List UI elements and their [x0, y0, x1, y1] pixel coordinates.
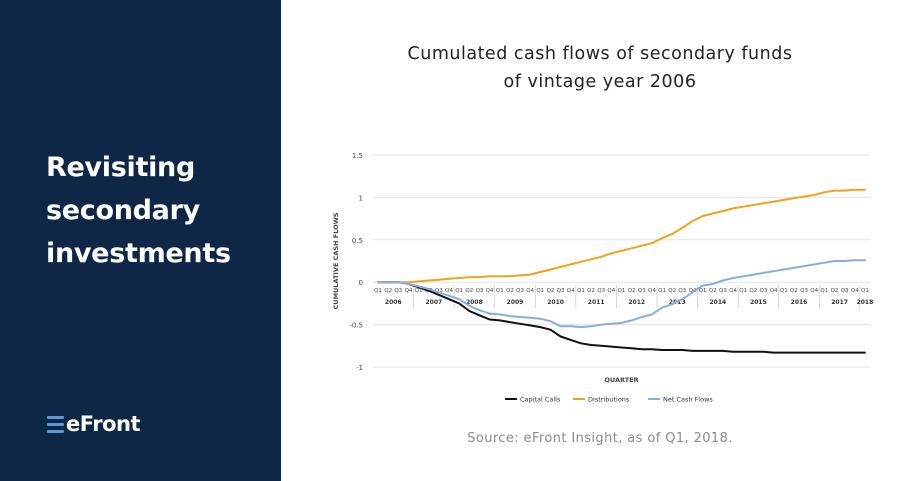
x-tick-label: Q3 [557, 288, 565, 294]
efront-logo-icon [47, 415, 64, 433]
x-year-label: 2016 [791, 299, 808, 306]
legend-label: Capital Calls [520, 396, 561, 404]
x-tick-label: Q1 [455, 288, 463, 294]
x-tick-label: Q1 [577, 288, 585, 294]
x-tick-label: Q1 [739, 288, 747, 294]
x-tick-label: Q3 [841, 288, 849, 294]
chart-title-line: Cumulated cash flows of secondary funds [407, 44, 793, 64]
x-year-label: 2009 [507, 299, 524, 306]
x-year-label: 2010 [547, 299, 564, 306]
x-tick-label: Q4 [648, 288, 656, 294]
x-tick-label: Q1 [780, 288, 788, 294]
x-tick-label: Q2 [668, 288, 676, 294]
x-tick-label: Q4 [729, 288, 737, 294]
x-tick-label: Q1 [658, 288, 666, 294]
x-tick-label: Q4 [486, 288, 494, 294]
x-year-label: 2017 [831, 299, 848, 306]
x-tick-label: Q1 [415, 288, 423, 294]
x-tick-label: Q4 [567, 288, 575, 294]
series-line [377, 259, 866, 329]
x-tick-label: Q2 [790, 288, 798, 294]
x-tick-label: Q4 [526, 288, 534, 294]
x-axis-title: QUARTER [604, 376, 638, 384]
x-tick-label: Q4 [405, 288, 413, 294]
x-tick-label: Q3 [760, 288, 768, 294]
chart-title: Cumulated cash flows of secondary funds … [290, 40, 910, 96]
x-year-label: 2015 [750, 299, 767, 306]
x-year-label: 2018 [857, 299, 874, 306]
x-tick-label: Q2 [465, 288, 473, 294]
x-tick-label: Q1 [820, 288, 828, 294]
x-year-label: 2014 [710, 299, 727, 306]
x-tick-label: Q3 [435, 288, 443, 294]
y-tick-label: 1.5 [352, 152, 363, 160]
y-tick-label: 0.5 [352, 237, 363, 245]
headline-line: secondary [46, 195, 200, 226]
x-tick-label: Q3 [678, 288, 686, 294]
x-tick-label: Q4 [445, 288, 453, 294]
x-tick-label: Q3 [638, 288, 646, 294]
legend-label: Net Cash Flows [663, 396, 713, 404]
x-tick-label: Q2 [749, 288, 757, 294]
x-tick-label: Q3 [394, 288, 402, 294]
y-tick-label: 0 [359, 279, 363, 287]
chart-title-line: of vintage year 2006 [503, 72, 697, 92]
x-tick-label: Q1 [699, 288, 707, 294]
y-tick-label: 1 [359, 194, 363, 202]
x-year-label: 2007 [426, 299, 443, 306]
x-tick-label: Q3 [516, 288, 524, 294]
series-line [377, 281, 866, 354]
headline-line: Revisiting [46, 152, 195, 183]
x-tick-label: Q1 [374, 288, 382, 294]
x-tick-label: Q2 [831, 288, 839, 294]
y-axis-title: CUMULATIVE CASH FLOWS [332, 212, 340, 309]
x-tick-label: Q3 [597, 288, 605, 294]
x-tick-label: Q2 [384, 288, 392, 294]
x-year-label: 2008 [466, 299, 483, 306]
x-tick-label: Q4 [810, 288, 818, 294]
x-year-label: 2012 [628, 299, 645, 306]
x-tick-label: Q2 [547, 288, 555, 294]
x-tick-label: Q3 [476, 288, 484, 294]
x-tick-label: Q2 [709, 288, 717, 294]
x-year-label: 2011 [588, 299, 605, 306]
x-tick-label: Q2 [587, 288, 595, 294]
x-tick-label: Q4 [607, 288, 615, 294]
efront-logo: eFront [47, 411, 141, 437]
x-tick-label: Q1 [861, 288, 869, 294]
source-note: Source: eFront Insight, as of Q1, 2018. [467, 431, 733, 446]
x-tick-label: Q1 [536, 288, 544, 294]
headline-line: investments [46, 238, 231, 269]
x-year-label: 2006 [385, 299, 402, 306]
x-tick-label: Q1 [618, 288, 626, 294]
x-tick-label: Q4 [851, 288, 859, 294]
legend-label: Distributions [588, 396, 630, 404]
series-line [377, 188, 866, 284]
x-tick-label: Q2 [628, 288, 636, 294]
y-tick-label: -1 [356, 364, 363, 372]
left-panel [0, 0, 281, 481]
x-tick-label: Q3 [800, 288, 808, 294]
headline: Revisiting secondary investments [46, 146, 276, 275]
x-tick-label: Q1 [496, 288, 504, 294]
x-tick-label: Q2 [506, 288, 514, 294]
x-tick-label: Q3 [719, 288, 727, 294]
y-tick-label: -0.5 [349, 322, 363, 330]
logo-text: eFront [66, 412, 141, 436]
x-tick-label: Q4 [770, 288, 778, 294]
